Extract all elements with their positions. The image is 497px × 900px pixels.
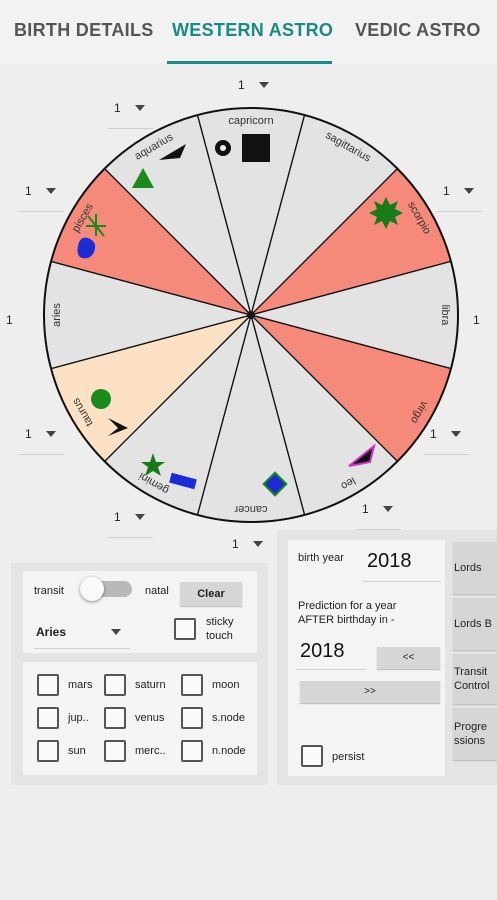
planet-checkbox-venus[interactable] — [104, 707, 126, 729]
sticky-label: sticky — [206, 616, 234, 628]
planet-glyphs — [77, 134, 403, 497]
transit-label: transit — [34, 585, 64, 597]
chevron-down-icon[interactable] — [111, 629, 121, 635]
wheel-rim — [43, 107, 459, 523]
star-glyph — [141, 453, 165, 476]
prev-year-button[interactable]: << — [377, 647, 440, 669]
planet-label: venus — [135, 712, 165, 724]
house-select-taurus[interactable]: 1 — [19, 423, 64, 455]
house-select-capricorn[interactable]: 1 — [238, 74, 269, 96]
tab-indicator — [167, 61, 332, 64]
blob-glyph — [77, 237, 96, 259]
prediction-text-2: AFTER birthday in - — [298, 614, 395, 626]
diamond-glyph — [262, 471, 288, 497]
touch-label: touch — [206, 630, 233, 642]
prediction-year-underline — [296, 669, 366, 670]
chevron-down-icon — [382, 506, 393, 512]
next-year-button[interactable]: >> — [300, 681, 440, 703]
planet-label: jup.. — [68, 712, 89, 724]
tab-western-astro[interactable]: WESTERN ASTRO — [172, 20, 334, 40]
switch-thumb[interactable] — [80, 577, 104, 601]
natal-label: natal — [145, 585, 169, 597]
sign-label-libra: libra — [439, 305, 451, 327]
planet-label: n.node — [212, 745, 246, 757]
house-select-scorpio[interactable]: 1 — [437, 180, 482, 212]
persist-checkbox[interactable] — [301, 745, 323, 767]
chevron-down-icon — [134, 514, 145, 520]
prediction-year-input[interactable]: 2018 — [300, 640, 345, 662]
circle-glyph — [91, 389, 111, 409]
tab-vedic-astro[interactable]: VEDIC ASTRO — [355, 20, 481, 40]
sign-select[interactable]: Aries — [36, 625, 67, 639]
planet-checkbox-jupiter[interactable] — [37, 707, 59, 729]
birth-year-underline — [363, 581, 441, 582]
star-glyph — [369, 197, 403, 229]
sticky-touch-checkbox[interactable] — [174, 618, 196, 640]
planet-label: saturn — [135, 679, 166, 691]
wedge-glyph — [348, 443, 376, 467]
house-select-aries[interactable]: 1 — [6, 313, 13, 327]
planet-label: mars — [68, 679, 93, 691]
planet-checkbox-saturn[interactable] — [104, 674, 126, 696]
persist-label: persist — [332, 751, 365, 763]
planet-checkbox-snode[interactable] — [181, 707, 203, 729]
planet-checkbox-sun[interactable] — [37, 740, 59, 762]
sign-label-capricorn: capricorn — [228, 115, 273, 127]
zodiac-wheel[interactable]: capricornsagittariusscorpiolibravirgoleo… — [0, 0, 497, 560]
tab-bar: BIRTH DETAILS WESTERN ASTRO VEDIC ASTRO — [0, 0, 497, 64]
chevron-down-icon — [252, 541, 263, 547]
sign-select-underline — [34, 648, 130, 649]
tab-birth-details[interactable]: BIRTH DETAILS — [14, 20, 154, 40]
lords-b-button[interactable]: Lords B — [453, 598, 497, 650]
house-select-aquarius[interactable]: 1 — [108, 97, 153, 129]
planet-label: s.node — [212, 712, 246, 724]
sign-label-aries: aries — [51, 303, 63, 327]
house-select-cancer[interactable]: 1 — [232, 533, 263, 555]
chevron-down-icon — [45, 188, 56, 194]
planet-box — [23, 662, 257, 775]
chevron-down-icon — [450, 431, 461, 437]
triangle-glyph — [132, 168, 154, 188]
house-select-gemini[interactable]: 1 — [108, 506, 153, 538]
chevron-down-icon — [45, 431, 56, 437]
planet-checkbox-moon[interactable] — [181, 674, 203, 696]
planet-label: moon — [212, 679, 240, 691]
house-select-leo[interactable]: 1 — [356, 498, 401, 530]
bowtie-glyph — [108, 418, 128, 436]
house-select-libra[interactable]: 1 — [473, 313, 480, 327]
house-select-pisces[interactable]: 1 — [19, 180, 64, 212]
square-glyph — [242, 134, 270, 162]
planet-checkbox-nnode[interactable] — [181, 740, 203, 762]
house-select-virgo[interactable]: 1 — [424, 423, 469, 455]
birth-year-input[interactable]: 2018 — [367, 550, 412, 572]
progressions-button[interactable]: Progre ssions — [453, 708, 497, 760]
planet-label: sun — [68, 745, 86, 757]
prediction-text-1: Prediction for a year — [298, 600, 397, 612]
planet-checkbox-mercury[interactable] — [104, 740, 126, 762]
chevron-down-icon — [258, 82, 269, 88]
wedge-glyph — [159, 144, 186, 160]
clear-button[interactable]: Clear — [180, 582, 242, 606]
bar-glyph — [169, 472, 197, 490]
planet-label: merc.. — [135, 745, 166, 757]
planet-checkbox-mars[interactable] — [37, 674, 59, 696]
transit-control-button[interactable]: Transit Control — [453, 654, 497, 704]
birth-year-label: birth year — [298, 552, 344, 564]
sign-label-cancer: cancer — [234, 503, 267, 515]
chevron-down-icon — [134, 105, 145, 111]
chevron-down-icon — [463, 188, 474, 194]
lords-button[interactable]: Lords — [453, 542, 497, 594]
